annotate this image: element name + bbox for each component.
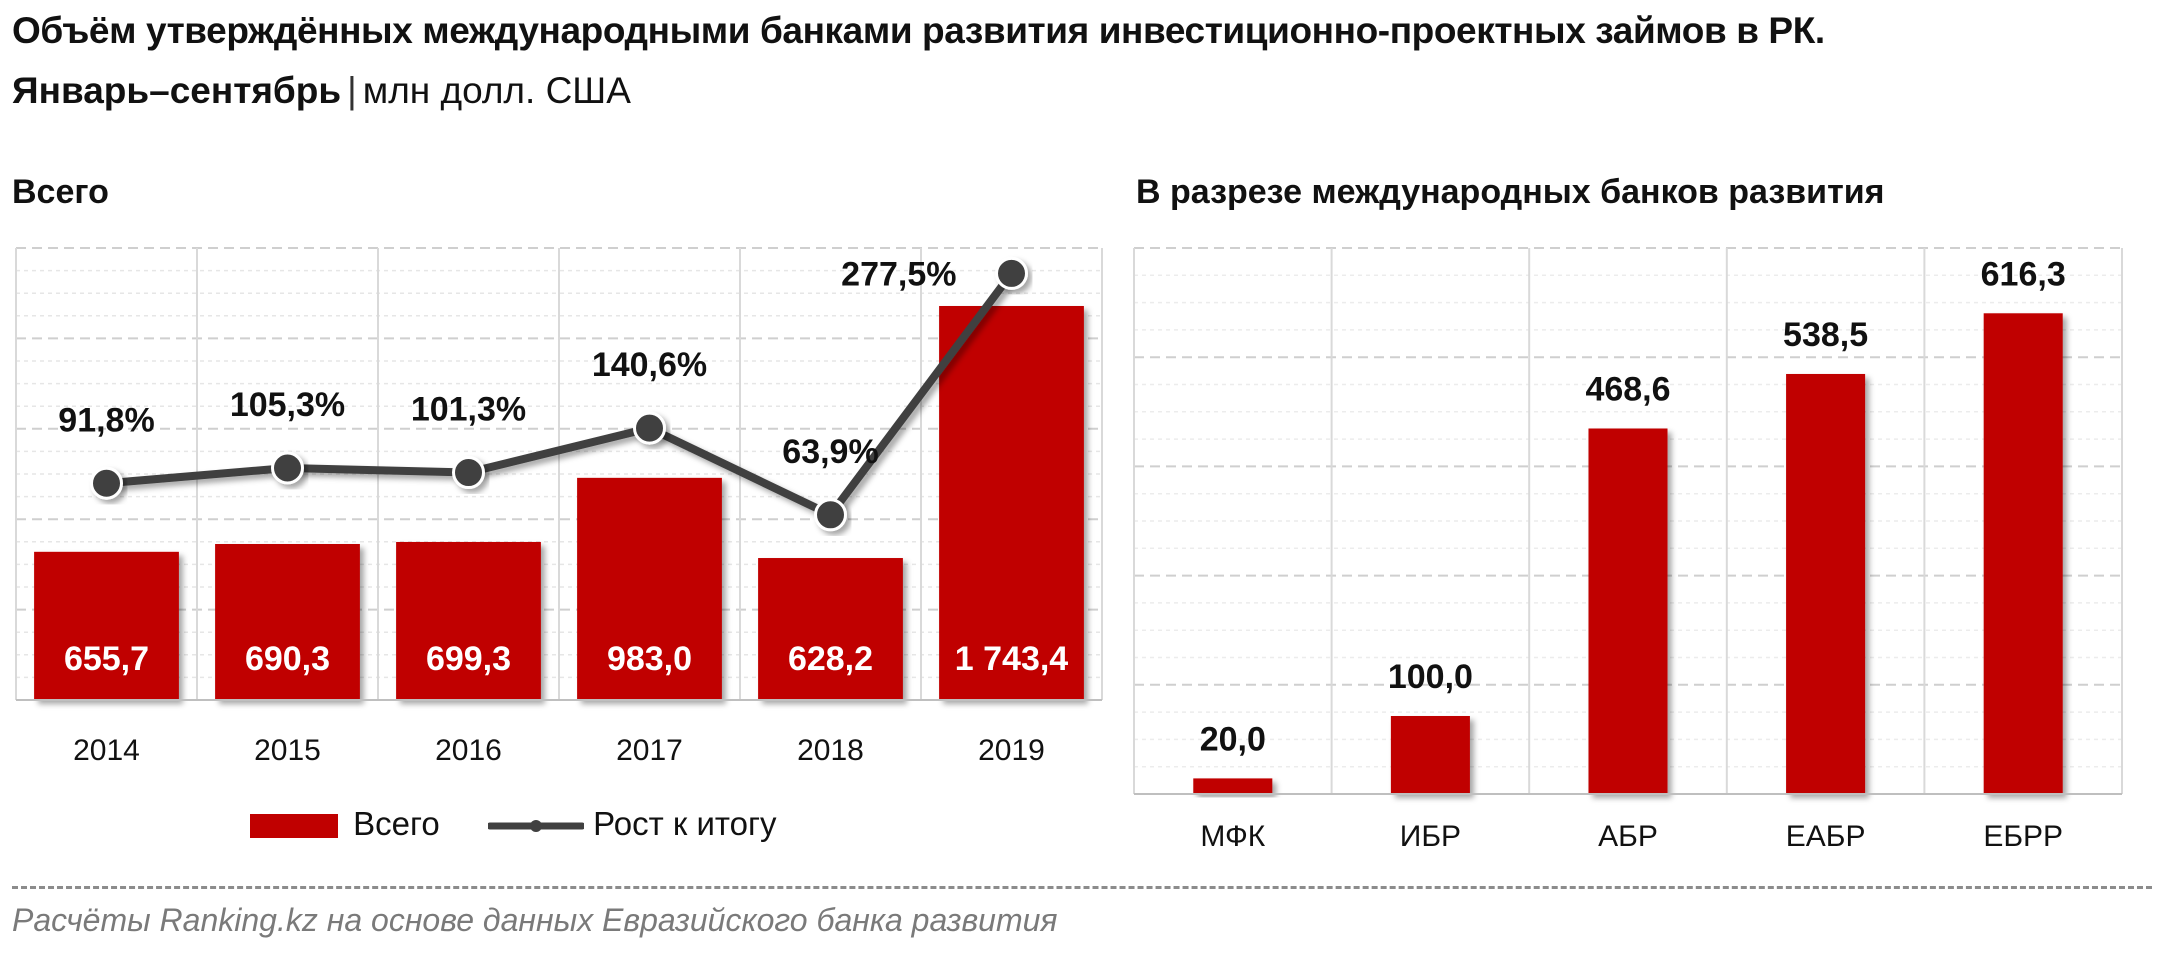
chart-title: Объём утверждённых международными банкам… (12, 10, 1825, 51)
subtitle-unit: млн долл. США (362, 70, 631, 111)
legend-bar-label: Всего (353, 805, 440, 842)
x-tick-label-2019: 2019 (978, 734, 1045, 767)
bar-bank-ЕБРР (1983, 313, 2063, 794)
subtitle-separator: | (347, 70, 357, 111)
growth-label-2019: 277,5% (841, 255, 956, 293)
legend-item-growth: Рост к итогу (486, 805, 777, 843)
x-tick-label-ИБР: ИБР (1400, 820, 1461, 853)
bar-label-2016: 699,3 (426, 640, 511, 678)
subtitle-period: Январь–сентябрь (12, 70, 342, 111)
footer-divider (12, 886, 2152, 889)
bar-label-2014: 655,7 (64, 640, 149, 678)
bar-label-2018: 628,2 (788, 640, 873, 678)
chart-subtitle: Январь–сентябрь | млн долл. США (12, 70, 631, 112)
bar-bank-ИБР (1390, 716, 1470, 794)
left-panel-title: Всего (12, 173, 109, 211)
x-tick-label-МФК: МФК (1200, 820, 1265, 853)
growth-point-2019 (995, 256, 1028, 290)
right-panel-title: В разрезе международных банков развития (1136, 173, 1885, 211)
x-tick-label-2016: 2016 (435, 734, 502, 767)
bar-label-ЕБРР: 616,3 (1981, 255, 2066, 293)
growth-point-2018 (814, 498, 847, 532)
growth-label-2014: 91,8% (58, 401, 154, 439)
growth-label-2018: 63,9% (782, 433, 878, 471)
growth-label-2016: 101,3% (411, 391, 526, 429)
bar-total-2017 (577, 477, 722, 700)
bar-label-2017: 983,0 (607, 640, 692, 678)
bar-label-2015: 690,3 (245, 640, 330, 678)
growth-point-2017 (633, 411, 666, 445)
legend-line-swatch (486, 820, 586, 833)
source-note: Расчёты Ranking.kz на основе данных Евра… (12, 902, 1058, 938)
bar-total-2016 (396, 541, 541, 700)
bar-label-МФК: 20,0 (1200, 720, 1266, 758)
bar-total-2015 (215, 543, 360, 700)
growth-line (106, 271, 1015, 519)
growth-label-2017: 140,6% (592, 346, 707, 384)
chart-canvas: 655,7 2014 690,3 2015 699,3 2016 983,0 2017 628,… (15, 247, 2123, 853)
bar-label-ИБР: 100,0 (1388, 658, 1473, 696)
bar-bank-МФК (1193, 778, 1273, 794)
legend-item-total: Всего (250, 805, 440, 843)
x-tick-label-ЕАБР: ЕАБР (1786, 820, 1866, 853)
bar-bank-ЕАБР (1786, 373, 1866, 794)
growth-point-2015 (271, 451, 304, 485)
x-tick-label-2015: 2015 (254, 734, 321, 767)
bar-total-2019 (939, 305, 1084, 700)
bar-label-2019: 1 743,4 (955, 640, 1069, 678)
x-tick-label-ЕБРР: ЕБРР (1983, 820, 2063, 853)
growth-point-2016 (452, 456, 485, 490)
x-tick-label-2017: 2017 (616, 734, 683, 767)
bar-label-ЕАБР: 538,5 (1783, 316, 1868, 354)
bar-label-АБР: 468,6 (1585, 370, 1670, 408)
legend-bar-swatch (250, 814, 338, 839)
growth-label-2015: 105,3% (230, 386, 345, 424)
x-tick-label-2014: 2014 (73, 734, 140, 767)
bar-total-2018 (758, 558, 903, 700)
bar-total-2014 (34, 551, 179, 700)
legend-line-label: Рост к итогу (593, 805, 777, 842)
growth-point-2014 (90, 466, 123, 500)
bar-bank-АБР (1588, 428, 1668, 794)
x-tick-label-АБР: АБР (1598, 820, 1658, 853)
x-tick-label-2018: 2018 (797, 734, 864, 767)
